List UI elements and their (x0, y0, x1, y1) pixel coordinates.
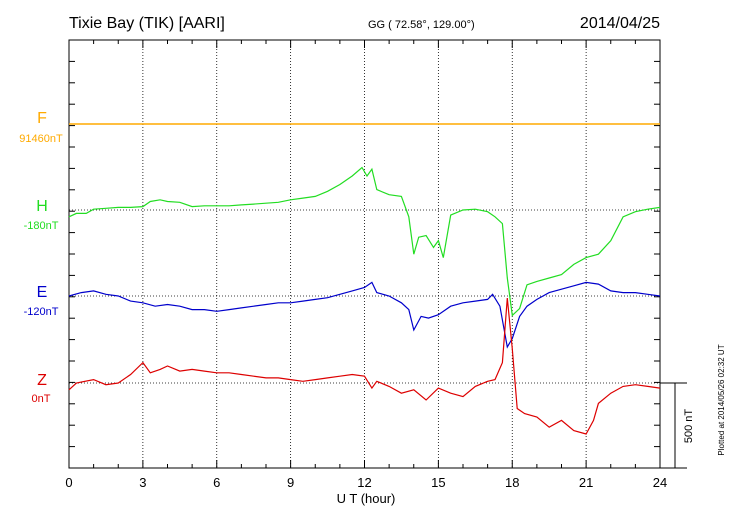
x-tick-label: 12 (357, 475, 371, 490)
x-tick-label: 15 (431, 475, 445, 490)
station-title: Tixie Bay (TIK) [AARI] (69, 15, 225, 32)
series-line-h (68, 166, 661, 317)
series-line-e (68, 281, 661, 349)
series-label-e: E (37, 284, 48, 301)
baseline-label-e: -120nT (24, 306, 59, 318)
baseline-label-z: 0nT (32, 393, 51, 405)
scale-bar-label: 500 nT (683, 409, 695, 444)
series-layer (68, 123, 661, 435)
x-tick-label: 6 (213, 475, 220, 490)
x-tick-label: 3 (139, 475, 146, 490)
x-tick-label: 0 (65, 475, 72, 490)
series-label-h: H (36, 198, 48, 215)
x-tick-label: 24 (653, 475, 667, 490)
x-axis: 0 3 6 9 12 15 18 21 24 (65, 40, 667, 490)
date-label: 2014/04/25 (580, 15, 660, 32)
coords-label: GG ( 72.58°, 129.00°) (368, 19, 475, 31)
series-line-z (68, 297, 661, 435)
baseline-label-f: 91460nT (19, 133, 63, 145)
x-tick-label: 18 (505, 475, 519, 490)
plotted-at-note: Plotted at 2014/05/26 02:32 UT (717, 344, 726, 455)
x-tick-label: 9 (287, 475, 294, 490)
series-label-f: F (37, 110, 47, 127)
x-tick-label: 21 (579, 475, 593, 490)
x-axis-label: U T (hour) (337, 491, 396, 506)
series-label-z: Z (37, 372, 47, 389)
baseline-label-h: -180nT (24, 220, 59, 232)
grid (69, 39, 660, 469)
